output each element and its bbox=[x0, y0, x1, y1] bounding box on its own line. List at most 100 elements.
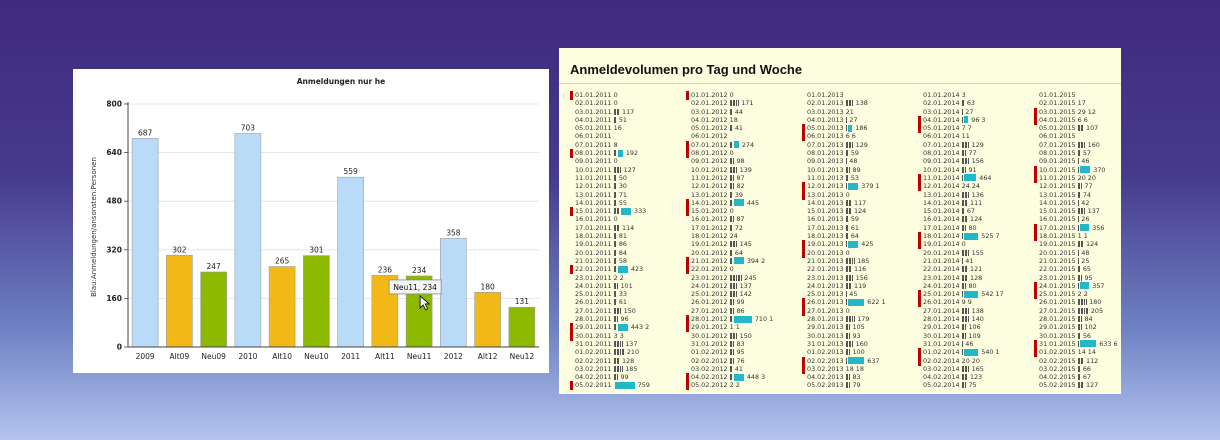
x-tick-label: Alt10 bbox=[272, 352, 292, 361]
tick-mark bbox=[731, 274, 733, 281]
tick-mark bbox=[729, 332, 731, 339]
volume-row: 10.01.2014 91 bbox=[918, 166, 1034, 174]
row-date: 08.01.2011 bbox=[575, 149, 614, 158]
row-date: 01.02.2011 bbox=[575, 348, 614, 357]
registrations-bar-chart: Anmeldungen nur he Blau:Anmeldungen/anso… bbox=[90, 77, 539, 361]
tick-mark bbox=[1080, 307, 1082, 314]
tick-mark bbox=[848, 340, 850, 347]
row-count: 67 bbox=[1080, 373, 1091, 382]
row-date: 17.01.2013 bbox=[807, 223, 846, 232]
row-count: 139 bbox=[737, 165, 752, 174]
tick-mark bbox=[848, 332, 850, 339]
row-count: 210 bbox=[624, 348, 640, 357]
row-date: 13.01.2013 bbox=[807, 190, 846, 199]
row-date: 05.02.2011 bbox=[575, 381, 614, 390]
row-date: 06.01.2011 bbox=[575, 132, 612, 141]
row-date: 01.02.2015 bbox=[1039, 348, 1078, 357]
row-date: 12.01.2013 bbox=[807, 182, 846, 191]
row-count: 379 1 bbox=[859, 182, 880, 191]
row-date: 20.01.2012 bbox=[691, 248, 730, 257]
tick-mark bbox=[968, 141, 969, 148]
volume-bar bbox=[848, 182, 859, 190]
row-count: 425 bbox=[859, 240, 874, 249]
row-count: 185 bbox=[623, 364, 638, 373]
row-count: 21 bbox=[845, 107, 854, 116]
volume-row: 05.01.2012 41 bbox=[686, 124, 802, 132]
row-count: 101 bbox=[618, 281, 633, 290]
tick-mark bbox=[845, 357, 847, 364]
row-count: 112 bbox=[1084, 356, 1099, 365]
row-date: 03.01.2015 bbox=[1039, 107, 1078, 116]
row-date: 08.01.2013 bbox=[807, 149, 846, 158]
tick-mark bbox=[731, 299, 733, 306]
week-marker bbox=[918, 173, 921, 183]
tick-mark bbox=[618, 224, 620, 231]
tick-mark bbox=[616, 374, 618, 381]
tick-mark bbox=[845, 282, 847, 289]
y-tick-label: 0 bbox=[117, 343, 122, 352]
row-count: 51 bbox=[616, 115, 627, 124]
tick-mark bbox=[732, 291, 734, 298]
tick-mark bbox=[613, 233, 615, 240]
volume-bar bbox=[617, 149, 623, 157]
row-date: 13.01.2012 bbox=[691, 190, 730, 199]
tick-mark bbox=[966, 266, 968, 273]
tick-mark bbox=[1077, 208, 1079, 215]
volume-row: 03.02.2014 165 bbox=[918, 365, 1034, 373]
tick-mark bbox=[613, 307, 615, 314]
volume-row: 14.01.2014 111 bbox=[918, 199, 1034, 207]
tick-mark bbox=[615, 299, 617, 306]
tick-mark bbox=[1080, 357, 1082, 364]
row-count: 129 bbox=[853, 140, 868, 149]
row-count: 6 6 bbox=[1077, 115, 1088, 124]
row-date: 02.02.2014 bbox=[923, 356, 962, 365]
volume-row: 24.01.2011 101 bbox=[570, 282, 686, 290]
volume-row: 04.02.2012 448 3 bbox=[686, 373, 802, 383]
x-tick-label: Neu12 bbox=[510, 352, 535, 361]
volume-bar bbox=[621, 207, 631, 215]
row-date: 13.01.2015 bbox=[1039, 190, 1078, 199]
volume-row: 16.01.2012 87 bbox=[686, 215, 802, 223]
tick-mark bbox=[966, 199, 968, 206]
tick-mark bbox=[620, 166, 621, 173]
tick-mark bbox=[737, 274, 739, 281]
volume-row: 02.01.2012 171 bbox=[686, 99, 802, 107]
tick-mark bbox=[968, 158, 969, 165]
week-marker bbox=[918, 232, 921, 242]
row-date: 06.01.2014 bbox=[923, 132, 962, 141]
row-date: 02.01.2014 bbox=[923, 99, 962, 108]
row-date: 10.01.2015 bbox=[1039, 165, 1078, 174]
row-count: 633 6 bbox=[1097, 339, 1118, 348]
row-count: 137 bbox=[737, 281, 752, 290]
tick-mark bbox=[966, 141, 968, 148]
row-count: 129 bbox=[969, 140, 984, 149]
row-count: 445 bbox=[744, 198, 760, 207]
volume-row: 07.01.2011 8 bbox=[570, 141, 686, 149]
row-date: 27.01.2012 bbox=[691, 306, 730, 315]
row-date: 07.01.2012 bbox=[691, 140, 730, 149]
row-count: 150 bbox=[621, 306, 636, 315]
volume-row: 16.01.2015 26 bbox=[1034, 215, 1121, 223]
x-tick-label: 2011 bbox=[341, 352, 360, 361]
row-date: 03.02.2011 bbox=[575, 364, 614, 373]
row-count: 0 bbox=[613, 215, 618, 224]
tick-mark bbox=[729, 158, 731, 165]
row-count: 2 2 bbox=[729, 381, 740, 390]
row-count: 76 bbox=[734, 356, 745, 365]
row-date: 18.01.2015 bbox=[1039, 232, 1078, 241]
row-date: 31.01.2012 bbox=[691, 339, 730, 348]
volume-row: 01.01.2012 0 bbox=[686, 91, 802, 100]
tick-mark bbox=[845, 224, 847, 231]
row-count: 33 bbox=[616, 290, 627, 299]
x-tick-label: Alt11 bbox=[375, 352, 395, 361]
week-marker bbox=[918, 124, 921, 134]
tick-mark bbox=[847, 349, 849, 356]
tick-mark bbox=[731, 365, 733, 372]
tick-mark bbox=[848, 382, 850, 389]
tick-mark bbox=[1082, 125, 1084, 132]
tick-mark bbox=[961, 365, 963, 372]
tick-mark bbox=[964, 249, 966, 256]
tick-mark bbox=[731, 249, 733, 256]
row-count: 66 bbox=[1080, 364, 1091, 373]
tick-mark bbox=[961, 166, 963, 173]
